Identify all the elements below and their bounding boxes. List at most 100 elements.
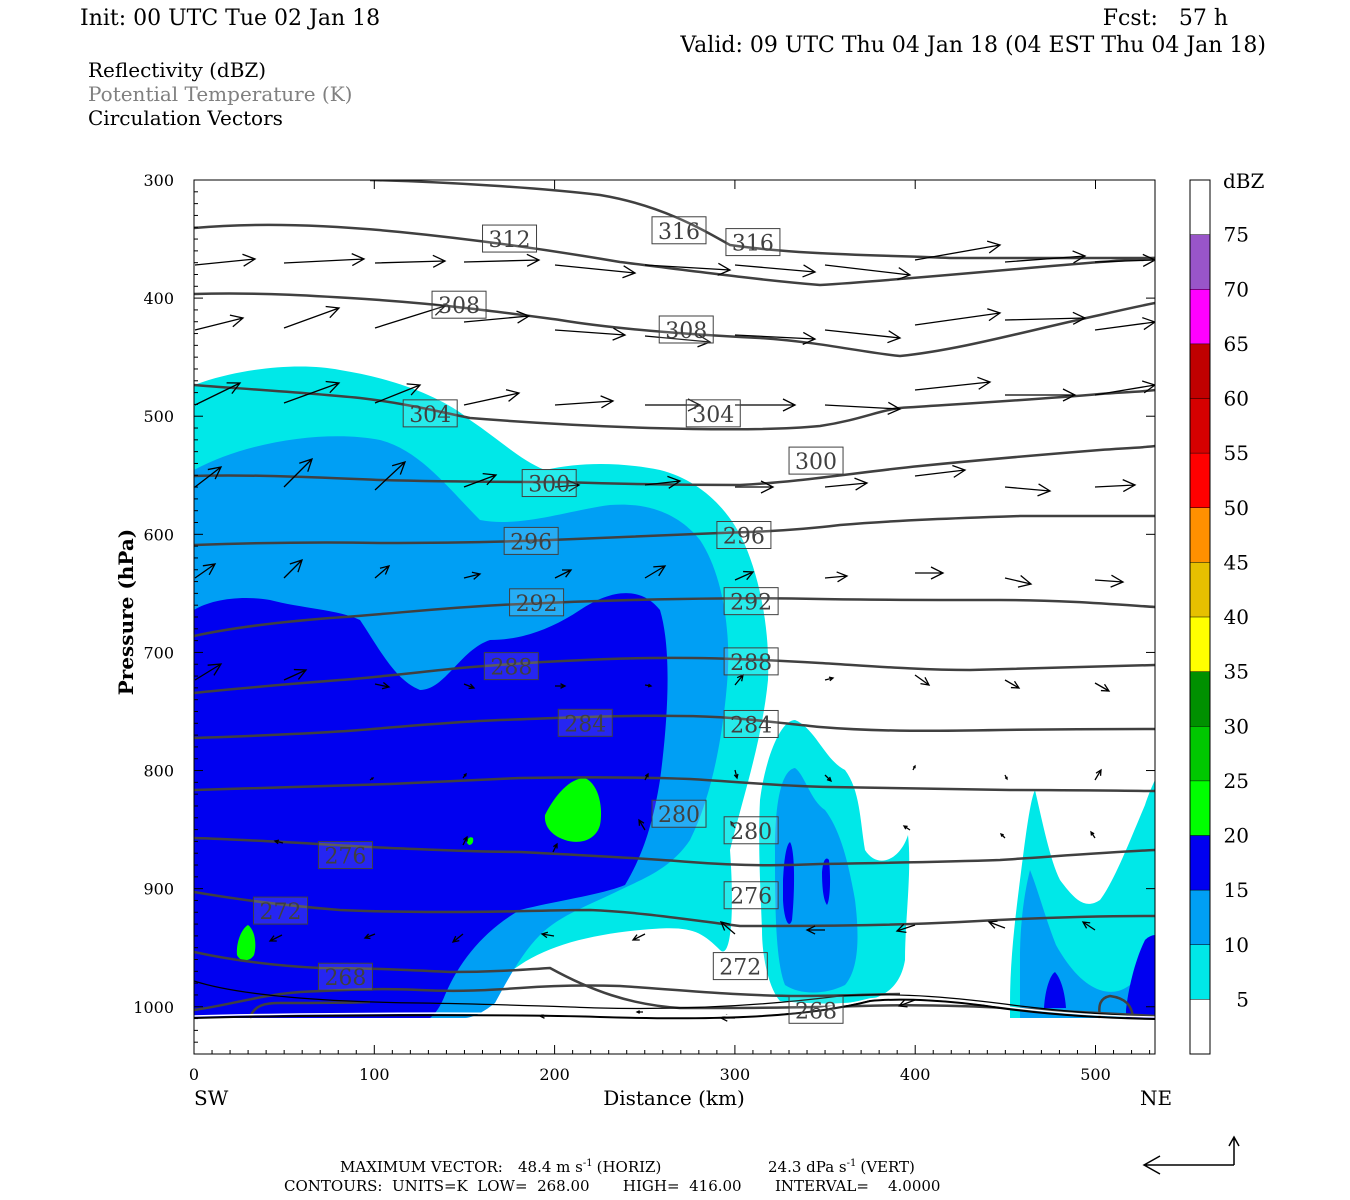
vector-arrow-1 (283, 253, 366, 267)
theta-contour-11 (194, 890, 1155, 928)
vector-arrow-33 (194, 466, 223, 488)
colorbar-band (1190, 398, 1210, 454)
theta-contour-6 (194, 597, 1155, 638)
vector-arrow-42 (1004, 483, 1052, 497)
vector-arrow-57 (374, 681, 391, 690)
circulation-vectors (194, 240, 1155, 1022)
vector-arrow-85 (540, 931, 555, 939)
vector-arrow-75 (462, 835, 468, 846)
vector-arrow-4 (554, 264, 637, 279)
isotherm-label-268: 268 (317, 962, 373, 991)
vector-arrow-74 (273, 839, 284, 845)
isotherm-label-304: 304 (402, 399, 458, 428)
isotherm-label-box (521, 469, 577, 498)
x-tick-label: 0 (189, 1065, 199, 1084)
terrain-surface-line (193, 998, 1156, 1020)
plot-area: 312 316 316 308 308 304 304 300 300 296 296 292 292 2… (193, 179, 1156, 1055)
valid-time: Valid: 09 UTC Thu 04 Jan 18 (04 EST Thu … (679, 33, 1266, 58)
vector-arrow-22 (194, 382, 242, 406)
isotherm-label-box (685, 399, 741, 428)
vector-arrow-83 (363, 933, 376, 940)
contour-info: CONTOURS: UNITS=K LOW= 268.00 HIGH= 416.… (284, 1177, 940, 1195)
isotherm-label-text: 272 (260, 900, 302, 925)
isotherm-label-288: 288 (483, 652, 539, 681)
isotherm-label-box (723, 816, 779, 845)
vector-arrow-44 (194, 563, 217, 579)
isotherm-label-300: 300 (788, 446, 844, 475)
vector-arrow-93 (635, 1010, 643, 1014)
vector-arrow-43 (1094, 479, 1137, 493)
isotherm-label-box (723, 587, 779, 616)
field-name-circulation-vectors: Circulation Vectors (88, 106, 283, 130)
svg-text:MAXIMUM VECTOR: 48.4 m s: MAXIMUM VECTOR: 48.4 m s-1 (HORIZ) 24.3 d… (340, 1158, 915, 1176)
vector-arrow-81 (1090, 830, 1096, 839)
vector-arrow-15 (554, 327, 627, 341)
vector-arrow-25 (463, 389, 521, 406)
isotherm-label-box (317, 841, 373, 870)
vector-arrow-91 (1081, 921, 1096, 931)
isotherm-label-308: 308 (658, 315, 714, 344)
field-name-reflectivity: Reflectivity (dBZ) (88, 58, 266, 82)
isotherm-label-284: 284 (723, 709, 779, 738)
isotherm-label-box (483, 652, 539, 681)
colorbar-label: 20 (1224, 824, 1249, 848)
isotherm-label-text: 288 (730, 651, 772, 676)
vector-arrow-76 (552, 842, 558, 853)
isotherm-label-316: 316 (725, 228, 781, 257)
vector-arrow-13 (374, 303, 447, 329)
dark-blue-streak-1 (783, 842, 795, 924)
reference-vector-icon (1142, 1135, 1240, 1175)
isotherm-label-text: 268 (795, 999, 837, 1024)
vector-arrow-64 (1004, 679, 1021, 689)
isotherm-label-text: 276 (730, 885, 772, 910)
y-tick-label: 400 (143, 289, 174, 308)
maximum-vector-note: MAXIMUM VECTOR: 48.4 m s-1 (HORIZ) 24.3 d… (340, 1158, 915, 1176)
theta-contour-14 (248, 1000, 371, 1019)
vector-arrow-5 (644, 262, 732, 276)
y-tick-label: 800 (143, 762, 174, 781)
isotherm-label-text: 296 (723, 525, 765, 550)
isotherm-label-292: 292 (509, 588, 565, 617)
isotherm-label-box (317, 962, 373, 991)
isotherm-label-box (651, 799, 707, 828)
isotherm-label-296: 296 (503, 526, 559, 555)
vector-arrow-3 (463, 253, 541, 267)
vector-arrow-32 (1094, 380, 1155, 396)
x-tick-label: 500 (1080, 1065, 1111, 1084)
horiz-unit: (HORIZ) (597, 1158, 662, 1176)
isotherm-label-text: 276 (324, 845, 366, 870)
vector-arrow-48 (554, 569, 573, 579)
forecast-hour: Fcst: 57 h (1103, 6, 1228, 31)
vector-arrow-18 (824, 329, 902, 344)
vector-arrow-54 (1094, 574, 1125, 588)
low-level-contour (194, 980, 1155, 1018)
vector-arrow-67 (462, 772, 467, 779)
isotherm-label-text: 300 (528, 473, 570, 498)
theta-contour-15 (1098, 994, 1135, 1019)
vector-arrow-24 (374, 383, 422, 404)
colorbar-band (1190, 180, 1210, 235)
vector-arrow-19 (914, 308, 1002, 326)
reflectivity-shading (194, 366, 1155, 1018)
vector-arrow-45 (283, 558, 304, 579)
y-tick-label: 600 (143, 525, 174, 544)
colorbar-label: 70 (1224, 277, 1249, 301)
vector-arrow-52 (915, 566, 945, 580)
x-tick-label: 200 (539, 1065, 570, 1084)
isotherm-label-268: 268 (788, 995, 844, 1024)
isotherm-label-box (253, 896, 309, 925)
colorbar-band (1190, 944, 1210, 1000)
potential-temperature-contours (194, 180, 1155, 1019)
vector-arrow-26 (554, 395, 615, 409)
isotherm-label-text: 316 (658, 220, 700, 245)
endpoint-sw: SW (194, 1086, 229, 1110)
dark-blue-streak-2 (822, 858, 831, 905)
vector-arrow-82 (268, 934, 283, 942)
isotherm-label-text: 296 (510, 530, 552, 555)
isotherm-label-312: 312 (482, 224, 538, 253)
vector-arrow-55 (194, 663, 223, 681)
vector-arrow-87 (719, 921, 736, 935)
theta-contour-4 (194, 444, 1155, 487)
colorbar-label: 65 (1224, 332, 1249, 356)
